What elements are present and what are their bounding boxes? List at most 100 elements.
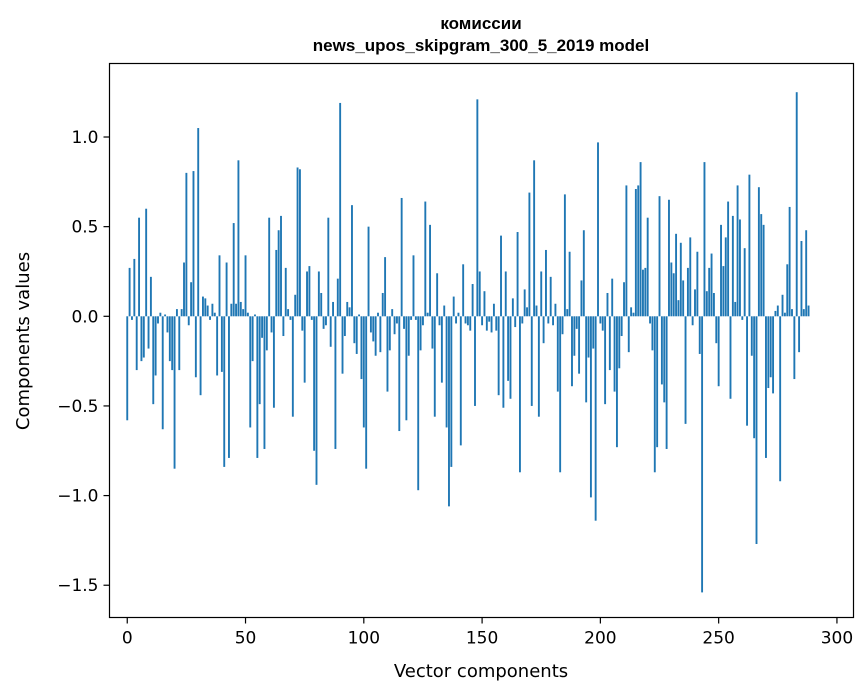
bar (173, 316, 176, 469)
bar (783, 312, 786, 317)
bar (308, 266, 311, 317)
x-tick-label: 150 (466, 629, 498, 649)
bar (209, 316, 211, 320)
bar (327, 217, 330, 317)
bar (433, 316, 436, 417)
bar (216, 316, 219, 376)
bar (133, 258, 136, 317)
x-tick-label: 200 (584, 629, 616, 649)
bar (398, 316, 401, 432)
bar (608, 316, 611, 371)
bar (365, 316, 368, 469)
bar (615, 316, 618, 448)
bar (651, 316, 654, 351)
bar (298, 169, 301, 317)
y-tick-label: −1.0 (57, 487, 98, 507)
bar (556, 316, 559, 392)
bar (767, 316, 770, 389)
bar (336, 278, 339, 317)
bar (694, 289, 696, 317)
bar (223, 316, 226, 467)
bar (696, 251, 699, 317)
bar (343, 316, 346, 337)
bar (691, 316, 694, 326)
bar (287, 309, 290, 317)
bar (731, 215, 734, 317)
bar (644, 267, 647, 317)
bar (625, 185, 628, 317)
bar (658, 196, 661, 317)
bar (369, 316, 372, 333)
bar (488, 316, 491, 322)
bar (592, 316, 595, 349)
bar (438, 316, 441, 326)
bar (795, 92, 798, 317)
bar (417, 316, 420, 491)
bar (332, 301, 334, 317)
bar (313, 316, 316, 451)
bar (632, 312, 635, 317)
bar (504, 271, 507, 317)
plot-frame (108, 62, 855, 619)
x-axis-ticks: 0 50 100 150 200 250 300 (122, 617, 853, 649)
bar (282, 316, 285, 337)
bar (128, 267, 131, 317)
bar (748, 174, 751, 317)
bar (459, 316, 462, 446)
bar (542, 316, 545, 344)
bar (152, 316, 155, 405)
bar (618, 316, 621, 369)
y-axis-ticks: −1.5 −1.0 −0.5 0.0 0.5 1.0 (57, 128, 110, 596)
bar (239, 301, 242, 317)
bar (455, 316, 458, 324)
bar (462, 264, 465, 317)
y-tick-label: −0.5 (57, 397, 98, 417)
bar (646, 217, 649, 317)
bar (197, 128, 200, 317)
bar (535, 305, 538, 317)
bar (263, 316, 266, 449)
bar (587, 316, 590, 358)
bar (776, 305, 779, 317)
bar (580, 280, 583, 317)
bar (495, 316, 498, 331)
bar (164, 314, 167, 317)
bar-series (126, 92, 810, 593)
bar (320, 292, 323, 317)
bar (275, 249, 278, 317)
bar (613, 316, 616, 392)
bar (450, 316, 453, 467)
bar (805, 230, 808, 317)
bar (637, 185, 640, 317)
bar (157, 316, 159, 324)
bar (379, 316, 382, 353)
bar (251, 316, 254, 362)
bar (147, 316, 150, 349)
bar (485, 316, 488, 331)
bar (753, 316, 756, 439)
bar (289, 316, 292, 320)
bar (254, 314, 256, 317)
bar (734, 301, 737, 317)
bar (698, 316, 701, 354)
bar (149, 276, 152, 317)
bar (249, 316, 252, 428)
bar (386, 316, 389, 392)
bar (793, 316, 796, 380)
bar (708, 267, 711, 317)
bar (242, 309, 245, 317)
bar (604, 316, 607, 405)
bar (126, 316, 129, 421)
x-tick-label: 0 (122, 629, 133, 649)
bar (526, 307, 528, 317)
bar (537, 316, 540, 417)
bar (138, 217, 141, 317)
bar (407, 316, 410, 356)
bar (419, 316, 422, 351)
bar (145, 208, 148, 317)
bar (611, 278, 614, 317)
bar (720, 224, 722, 317)
bar (175, 309, 178, 317)
bar (301, 316, 304, 331)
bar (426, 312, 429, 317)
